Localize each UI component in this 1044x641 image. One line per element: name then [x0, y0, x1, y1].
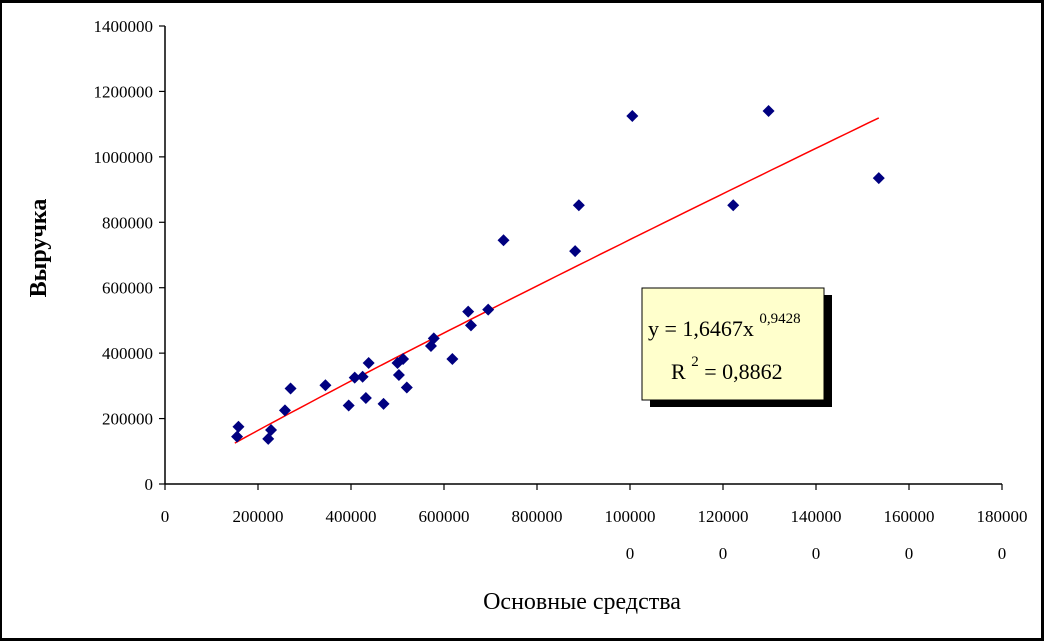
- trendline-equation-box: y = 1,6467x 0,9428 R 2 = 0,8862: [641, 287, 832, 407]
- data-point: [446, 353, 459, 366]
- y-tick-label: 1000000: [94, 148, 154, 167]
- x-tick-label-wrap: 0: [905, 544, 914, 563]
- axes: [164, 26, 1002, 485]
- x-tick-label-wrap: 0: [626, 544, 635, 563]
- data-point: [232, 420, 245, 433]
- data-point: [572, 199, 585, 212]
- data-point: [356, 370, 369, 383]
- data-point: [377, 397, 390, 410]
- data-point: [342, 399, 355, 412]
- data-point: [392, 369, 405, 382]
- y-tick-label: 400000: [102, 344, 153, 363]
- data-point: [626, 109, 639, 122]
- equation-base: y = 1,6467x: [648, 316, 754, 341]
- data-point: [278, 404, 291, 417]
- data-point: [400, 381, 413, 394]
- y-axis-title: Выручка: [26, 199, 52, 298]
- y-tick-label: 800000: [102, 213, 153, 232]
- equation-line: y = 1,6467x 0,9428: [648, 311, 801, 341]
- y-tick-label: 1200000: [94, 82, 154, 101]
- data-point: [262, 432, 275, 445]
- trendline: [234, 117, 880, 444]
- x-tick-label-wrap: 0: [998, 544, 1007, 563]
- data-point: [872, 172, 885, 185]
- y-tick-label: 1400000: [94, 17, 154, 36]
- data-point: [482, 303, 495, 316]
- x-axis-title: Основные средства: [483, 589, 681, 615]
- data-point: [284, 382, 297, 395]
- data-point: [359, 391, 372, 404]
- equation-exponent: 0,9428: [759, 311, 800, 327]
- r-squared-base: R: [671, 359, 686, 384]
- x-tick-label: 140000: [791, 507, 842, 526]
- x-tick-label: 180000: [977, 507, 1028, 526]
- data-point: [727, 199, 740, 212]
- data-point: [569, 245, 582, 258]
- x-tick-label: 800000: [512, 507, 563, 526]
- data-point: [427, 332, 440, 345]
- y-tick-labels: 0 200000 400000 600000 800000 1000000 1200000 1…: [94, 17, 165, 494]
- data-point: [231, 430, 244, 443]
- data-point: [464, 319, 477, 332]
- data-point: [362, 356, 375, 369]
- x-tick-label: 0: [161, 507, 170, 526]
- x-tick-label: 120000: [698, 507, 749, 526]
- y-tick-label: 0: [145, 475, 154, 494]
- x-tick-labels: 0 200000 400000 600000 800000 100000012000001…: [161, 484, 1028, 563]
- r-squared-exponent: 2: [691, 354, 699, 370]
- equation-box-background: [641, 287, 825, 401]
- data-point: [319, 379, 332, 392]
- data-point: [762, 105, 775, 118]
- x-tick-label: 400000: [326, 507, 377, 526]
- x-tick-label-wrap: 0: [812, 544, 821, 563]
- data-points: [231, 105, 885, 445]
- data-point: [265, 424, 278, 437]
- r-squared-line: R 2 = 0,8862: [671, 346, 783, 384]
- x-tick-label: 200000: [233, 507, 284, 526]
- x-tick-label: 100000: [605, 507, 656, 526]
- scatter-chart: 0200000400000600000800000100000012000001…: [26, 17, 1028, 615]
- x-tick-label: 600000: [419, 507, 470, 526]
- data-point: [462, 305, 475, 318]
- data-point: [497, 234, 510, 247]
- data-point: [348, 371, 361, 384]
- r-squared-value: = 0,8862: [704, 359, 782, 384]
- x-tick-label-wrap: 0: [719, 544, 728, 563]
- y-tick-label: 200000: [102, 410, 153, 429]
- data-point: [397, 353, 410, 366]
- x-tick-label: 160000: [884, 507, 935, 526]
- y-tick-label: 600000: [102, 279, 153, 298]
